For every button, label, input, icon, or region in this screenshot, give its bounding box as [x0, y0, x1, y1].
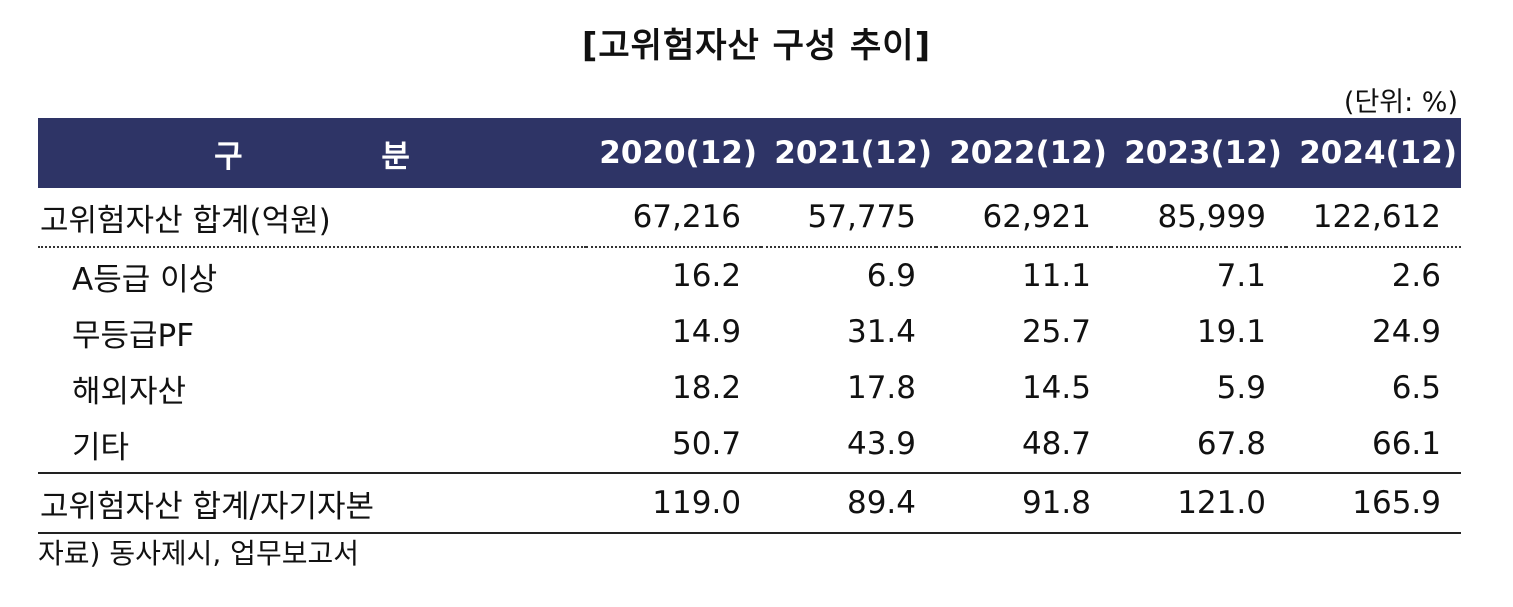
row-label: 고위험자산 합계/자기자본: [38, 472, 587, 534]
cell-value: 25.7: [1021, 314, 1091, 350]
cell-value: 2.6: [1391, 258, 1441, 294]
cell-value: 14.5: [1021, 370, 1091, 406]
table-row-total-amount: 고위험자산 합계(억원) 67,216 57,775 62,921 85,999…: [38, 188, 1461, 248]
row-label: 해외자산: [72, 373, 187, 410]
cell-value: 19.1: [1196, 314, 1266, 350]
header-year-2024: 2024(12): [1285, 118, 1461, 188]
row-label: 무등급PF: [72, 317, 195, 354]
cell-value: 16.2: [672, 258, 742, 294]
cell-value: 89.4: [761, 472, 937, 534]
cell-value: 67,216: [586, 188, 762, 248]
cell-value: 62,921: [936, 188, 1111, 248]
cell-value: 165.9: [1285, 472, 1461, 534]
table-row-overseas-assets: 해외자산 18.2 17.8 14.5 5.9 6.5: [38, 360, 1461, 416]
cell-value: 11.1: [1021, 258, 1091, 294]
cell-value: 66.1: [1371, 426, 1441, 462]
cell-value: 6.9: [866, 258, 917, 294]
unit-note: (단위: %): [1343, 87, 1458, 118]
cell-value: 5.9: [1216, 370, 1266, 406]
source-note: 자료) 동사제시, 업무보고서: [38, 537, 359, 570]
header-year-2020: 2020(12): [586, 118, 762, 188]
table-row-other: 기타 50.7 43.9 48.7 67.8 66.1: [38, 416, 1461, 473]
cell-value: 14.9: [672, 314, 742, 350]
cell-value: 48.7: [1021, 426, 1091, 462]
cell-value: 57,775: [761, 188, 937, 248]
cell-value: 43.9: [846, 426, 917, 462]
header-year-2022: 2022(12): [936, 118, 1111, 188]
cell-value: 50.7: [672, 426, 742, 462]
cell-value: 121.0: [1110, 472, 1286, 534]
row-label: 고위험자산 합계(억원): [38, 188, 587, 248]
cell-value: 85,999: [1110, 188, 1286, 248]
cell-value: 31.4: [846, 314, 917, 350]
row-label: 기타: [72, 429, 130, 466]
cell-value: 24.9: [1371, 314, 1441, 350]
high-risk-asset-table: 구 분 2020(12) 2021(12) 2022(12) 2023(12) …: [38, 118, 1461, 534]
header-year-2023: 2023(12): [1110, 118, 1286, 188]
header-label: 구 분: [38, 118, 587, 188]
cell-value: 7.1: [1216, 258, 1266, 294]
table-row-a-grade: A등급 이상 16.2 6.9 11.1 7.1 2.6: [38, 247, 1461, 304]
table-row-equity-ratio: 고위험자산 합계/자기자본 119.0 89.4 91.8 121.0 165.…: [38, 472, 1461, 534]
row-label: A등급 이상: [72, 261, 218, 298]
page-title: [고위험자산 구성 추이]: [581, 26, 932, 66]
table-header-row: 구 분 2020(12) 2021(12) 2022(12) 2023(12) …: [38, 118, 1461, 188]
cell-value: 18.2: [672, 370, 742, 406]
cell-value: 91.8: [936, 472, 1111, 534]
cell-value: 119.0: [586, 472, 762, 534]
cell-value: 6.5: [1391, 370, 1441, 406]
cell-value: 67.8: [1196, 426, 1266, 462]
cell-value: 17.8: [846, 370, 917, 406]
table-row-unrated-pf: 무등급PF 14.9 31.4 25.7 19.1 24.9: [38, 304, 1461, 360]
header-year-2021: 2021(12): [761, 118, 937, 188]
cell-value: 122,612: [1285, 188, 1461, 248]
